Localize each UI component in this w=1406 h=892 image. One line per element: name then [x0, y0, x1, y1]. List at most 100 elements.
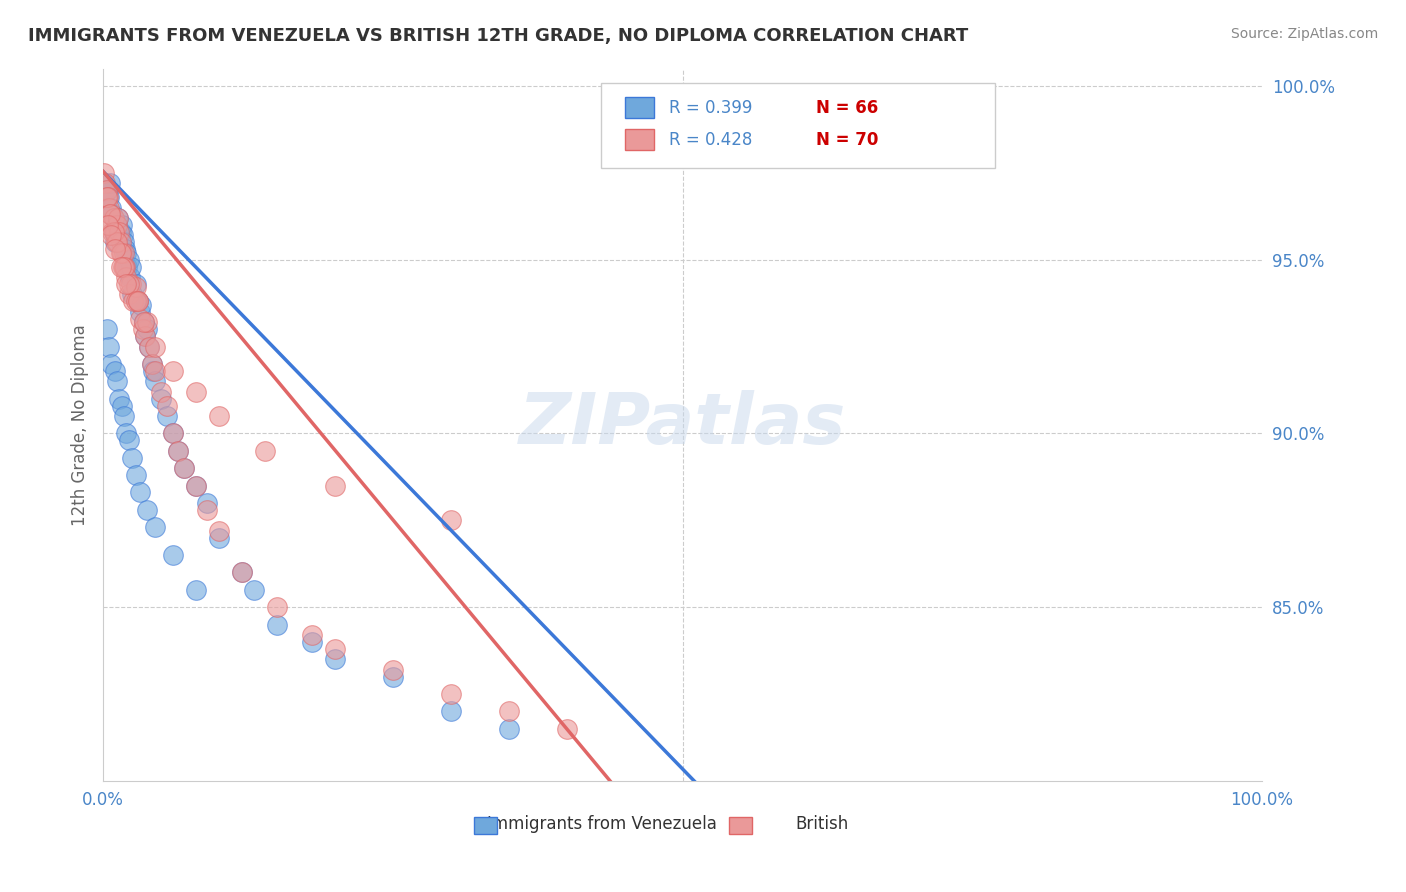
Point [105, 218, 128, 232]
Point [301, 635, 323, 649]
Point [143, 374, 166, 388]
Text: N = 66: N = 66 [815, 99, 879, 117]
Point [134, 329, 156, 343]
Point [162, 548, 184, 562]
Point [114, 260, 136, 274]
Point [127, 294, 149, 309]
Point [110, 260, 132, 274]
Point [131, 322, 153, 336]
Point [184, 384, 207, 399]
Point [167, 443, 190, 458]
Point [136, 315, 159, 329]
Point [136, 322, 159, 336]
Point [98, 207, 121, 221]
Point [301, 628, 323, 642]
Point [208, 524, 231, 538]
Point [162, 426, 184, 441]
Point [231, 566, 253, 580]
Point [197, 496, 219, 510]
Point [96, 190, 118, 204]
Point [132, 315, 155, 329]
Point [115, 270, 138, 285]
Y-axis label: 12th Grade, No Diploma: 12th Grade, No Diploma [72, 324, 89, 525]
Point [97, 339, 120, 353]
Point [103, 225, 125, 239]
Point [105, 235, 128, 250]
Point [117, 277, 139, 291]
Point [132, 315, 155, 329]
Point [105, 218, 128, 232]
Point [555, 722, 578, 736]
Point [96, 322, 118, 336]
Point [100, 201, 122, 215]
Point [124, 468, 146, 483]
Text: ZIPatlas: ZIPatlas [519, 390, 846, 459]
Point [150, 384, 173, 399]
Point [141, 357, 163, 371]
Point [266, 600, 288, 615]
Point [100, 218, 122, 232]
Text: N = 70: N = 70 [815, 131, 879, 149]
Point [117, 260, 139, 274]
Point [115, 245, 138, 260]
Point [440, 705, 463, 719]
Text: British: British [794, 814, 848, 832]
Point [118, 270, 141, 285]
Point [184, 478, 207, 492]
Point [134, 329, 156, 343]
Point [184, 478, 207, 492]
Point [100, 357, 122, 371]
Point [197, 503, 219, 517]
Point [104, 364, 127, 378]
Point [231, 566, 253, 580]
Point [115, 277, 138, 291]
Point [98, 176, 121, 190]
Point [105, 374, 128, 388]
Point [124, 277, 146, 291]
Point [97, 201, 120, 215]
Point [122, 294, 145, 309]
Point [381, 663, 404, 677]
Point [127, 294, 149, 309]
Point [173, 461, 195, 475]
Point [101, 225, 124, 239]
Point [323, 641, 346, 656]
Text: R = 0.399: R = 0.399 [669, 99, 752, 117]
Point [111, 228, 134, 243]
Point [143, 364, 166, 378]
Point [112, 409, 135, 423]
Text: Immigrants from Venezuela: Immigrants from Venezuela [486, 814, 717, 832]
FancyBboxPatch shape [602, 83, 995, 169]
Point [323, 478, 346, 492]
Point [498, 722, 520, 736]
Point [107, 211, 129, 225]
Point [184, 582, 207, 597]
Point [112, 245, 135, 260]
Point [136, 503, 159, 517]
Point [103, 211, 125, 225]
Point [124, 280, 146, 294]
Point [243, 582, 266, 597]
Point [143, 339, 166, 353]
Point [440, 513, 463, 527]
Point [138, 339, 160, 353]
Point [162, 364, 184, 378]
Point [94, 183, 117, 197]
Point [142, 364, 165, 378]
Point [103, 225, 125, 239]
Point [498, 705, 520, 719]
Point [110, 235, 132, 250]
Point [111, 218, 134, 232]
Point [108, 392, 131, 406]
Point [97, 190, 120, 204]
Point [150, 392, 173, 406]
Point [97, 183, 120, 197]
Text: IMMIGRANTS FROM VENEZUELA VS BRITISH 12TH GRADE, NO DIPLOMA CORRELATION CHART: IMMIGRANTS FROM VENEZUELA VS BRITISH 12T… [28, 27, 969, 45]
Point [96, 201, 118, 215]
Point [440, 687, 463, 701]
Point [127, 294, 149, 309]
Point [121, 450, 143, 465]
Point [112, 235, 135, 250]
Bar [728, 816, 752, 834]
Point [114, 242, 136, 256]
